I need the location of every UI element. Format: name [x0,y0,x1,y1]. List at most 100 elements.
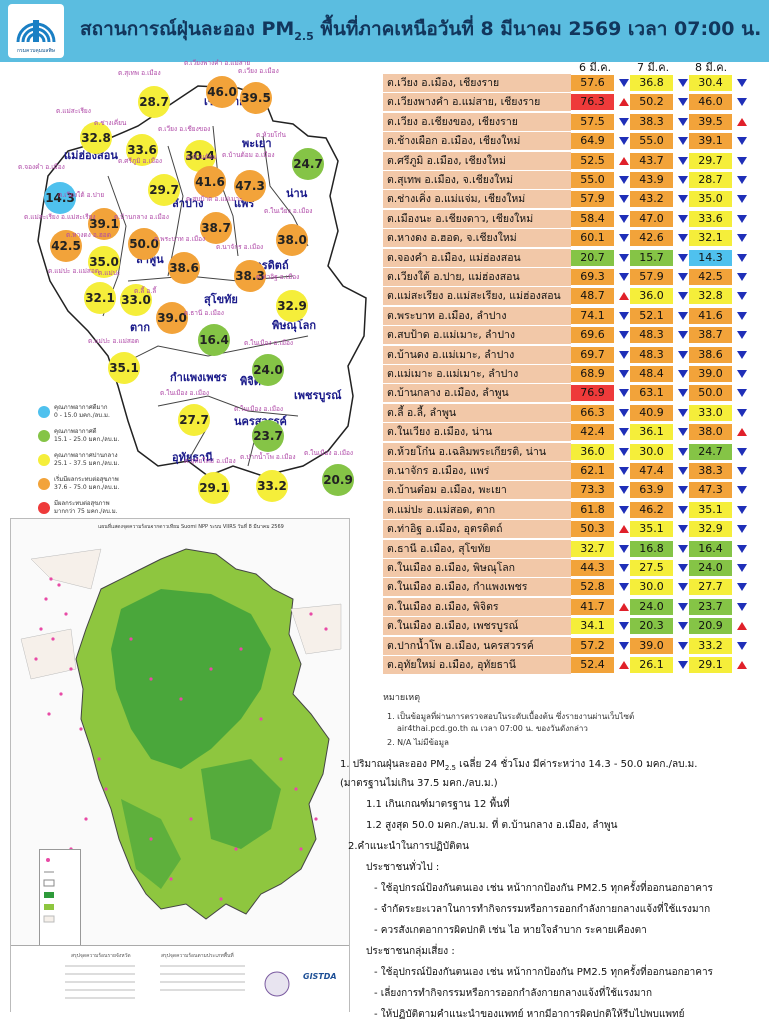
pm25-station-bubble: 39.5 [240,82,272,114]
station-label: ต.ในเมือง อ.เมือง [244,339,294,347]
trend-down-icon [619,447,629,456]
pm25-value-cell: 61.8 [571,501,614,518]
pm25-value-cell: 57.5 [571,113,614,130]
pm25-value-cell: 55.0 [630,133,673,150]
city-label: เพชรบูรณ์ [294,389,342,402]
station-label: ต.สุเทพ อ.เมือง [118,69,161,77]
column-header-mar6: 6 มี.ค. [579,61,612,74]
pm25-station-bubble: 38.0 [276,224,308,256]
station-label: ต.เวียงพางคำ อ.แม่สาย [184,59,251,67]
pm25-value-cell: 40.9 [630,404,673,421]
trend-down-icon [678,544,688,553]
pm25-value-cell: 39.0 [630,637,673,654]
pm25-station-bubble: 38.6 [168,252,200,284]
table-row: ต.พระบาท อ.เมือง, ลำปาง 74.1 52.1 41.6 [383,306,763,326]
pm25-value-cell: 63.9 [630,482,673,499]
pm25-value-cell: 26.1 [630,657,673,673]
station-name-cell: ต.เมืองนะ อ.เชียงดาว, เชียงใหม่ [383,209,571,228]
table-row: ต.ลี้ อ.ลี้, ลำพูน 66.3 40.9 33.0 [383,403,763,423]
trend-down-icon [678,583,688,592]
pm25-value-cell: 39.0 [689,366,732,382]
station-name-cell: ต.เวียงใต้ อ.ปาย, แม่ฮ่องสอน [383,268,571,286]
station-label: ต.แม่สะเรียง [56,107,91,115]
station-label: ต.แม่สะเรียง อ.แม่สะเรียง [24,213,96,221]
legend-item: คุณภาพอากาศปานกลาง 25.1 - 37.5 มคก./ลบ.ม. [38,452,148,482]
pm25-value-cell: 15.7 [630,249,673,266]
trend-down-icon [678,117,688,126]
trend-down-icon [737,214,747,223]
pm25-value-cell: 42.4 [571,424,614,441]
pm25-station-bubble: 32.1 [84,282,116,314]
trend-down-icon [737,331,747,340]
table-row: ต.ในเมือง อ.เมือง, พิจิตร 41.7 24.0 23.7 [383,597,763,617]
trend-up-icon [737,661,747,669]
station-name-cell: ต.ช่างเคิ่ง อ.แม่แจ่ม, เชียงใหม่ [383,190,571,209]
table-row: ต.ธานี อ.เมือง, สุโขทัย 32.7 16.8 16.4 [383,539,763,559]
note-1-source: air4thai.pcd.go.th ณ เวลา 07:00 น. ของวั… [397,724,588,733]
pm25-value-cell: 36.1 [630,424,673,441]
table-row: ต.ในเมือง อ.เมือง, เพชรบูรณ์ 34.1 20.3 20.9 [383,617,763,636]
trend-down-icon [678,447,688,456]
pm25-value-cell: 30.0 [630,579,673,596]
trend-down-icon [619,564,629,572]
trend-down-icon [678,505,688,514]
trend-down-icon [737,234,747,243]
trend-up-icon [737,622,747,631]
table-row: ต.ช่างเคิ่ง อ.แม่แจ่ม, เชียงใหม่ 57.9 43.2… [383,190,763,209]
trend-down-icon [737,370,747,378]
pm25-station-bubble: 41.6 [194,166,226,198]
pcd-logo-icon [16,20,56,43]
table-row: ต.เมืองนะ อ.เชียงดาว, เชียงใหม่ 58.4 47.0 3… [383,209,763,229]
pm25-value-cell: 73.3 [571,482,614,499]
table-row: ต.หางดง อ.ฮอด, จ.เชียงใหม่ 60.1 42.6 32.1 [383,229,763,248]
station-label: ต.ช่างเคี่ยน [94,119,127,127]
pcd-logo: กรมควบคุมมลพิษ [8,4,64,58]
trend-down-icon [678,370,688,378]
pm25-station-bubble: 20.9 [322,464,354,496]
pm25-value-cell: 28.7 [689,172,732,188]
station-label: ต.ธานี อ.เมือง [184,309,224,317]
table-row: ต.แม่เมาะ อ.แม่เมาะ, ลำปาง 68.9 48.4 39.0 [383,365,763,384]
station-name-cell: ต.สุเทพ อ.เมือง, จ.เชียงใหม่ [383,171,571,189]
station-label: ต.นาจักร อ.เมือง [216,243,264,251]
legend-item: คุณภาพอากาศดีมาก 0 - 15.0 มคก./ลบ.ม. [38,404,148,434]
table-row: ต.สบป้าด อ.แม่เมาะ, ลำปาง 69.6 48.3 38.7 [383,326,763,345]
table-row: ต.ช้างเผือก อ.เมือง, เชียงใหม่ 64.9 55.0 39… [383,132,763,151]
pm25-value-cell: 48.7 [571,288,614,305]
pm25-value-cell: 64.9 [571,133,614,150]
trend-down-icon [619,137,629,146]
pm25-province-map: เชียงราย แม่ฮ่องสอน พะเยา น่าน ลำปาง แพร… [8,59,370,515]
trend-up-icon [619,156,629,165]
table-row: ต.สุเทพ อ.เมือง, จ.เชียงใหม่ 55.0 43.9 28.7 [383,171,763,190]
trend-down-icon [619,195,629,204]
station-label: ต.อุทัยใหม่ อ.เมือง [184,457,236,465]
pm25-value-cell: 42.6 [630,230,673,247]
table-row: ต.เวียง อ.เชียงของ, เชียงราย 57.5 38.3 39.5 [383,112,763,132]
station-label: ต.แม่ปะ [98,269,121,277]
pm25-value-cell: 57.2 [571,637,614,654]
city-label: อุทัยธานี [172,451,213,464]
trend-down-icon [737,447,747,456]
trend-down-icon [737,505,747,514]
station-name-cell: ต.ลี้ อ.ลี้, ลำพูน [383,403,571,422]
trend-down-icon [678,602,688,611]
legend-item: เริ่มมีผลกระทบต่อสุขภาพ 37.6 - 75.0 มคก./… [38,476,148,506]
trend-down-icon [678,292,688,301]
pm25-station-bubble: 38.3 [234,260,266,292]
trend-down-icon [737,641,747,650]
pm25-station-bubble: 39.0 [156,302,188,334]
legend-dot [38,406,50,418]
summary-line-4: 1.2 สูงสุด 50.0 มคก./ลบ.ม. ที่ ต.บ้านกลา… [366,820,618,831]
trend-down-icon [619,273,629,281]
hotspot-satellite-map: แผนที่แสดงจุดความร้อนจากดาวเทียม Suomi N… [10,518,350,1012]
trend-down-icon [619,331,629,340]
pm25-value-cell: 30.0 [630,443,673,460]
pm25-value-cell: 23.7 [689,598,732,615]
table-row: ต.แม่สะเรียง อ.แม่สะเรียง, แม่ฮ่องสอน 48.… [383,287,763,306]
station-name-cell: ต.บ้านต๋อม อ.เมือง, พะเยา [383,481,571,500]
trend-down-icon [678,137,688,146]
trend-down-icon [737,156,747,165]
table-row: ต.ในเมือง อ.เมือง, กำแพงเพชร 52.8 30.0 27.7 [383,578,763,597]
pm25-value-cell: 52.4 [571,657,614,673]
station-name-cell: ต.บ้านดง อ.แม่เมาะ, ลำปาง [383,345,571,364]
